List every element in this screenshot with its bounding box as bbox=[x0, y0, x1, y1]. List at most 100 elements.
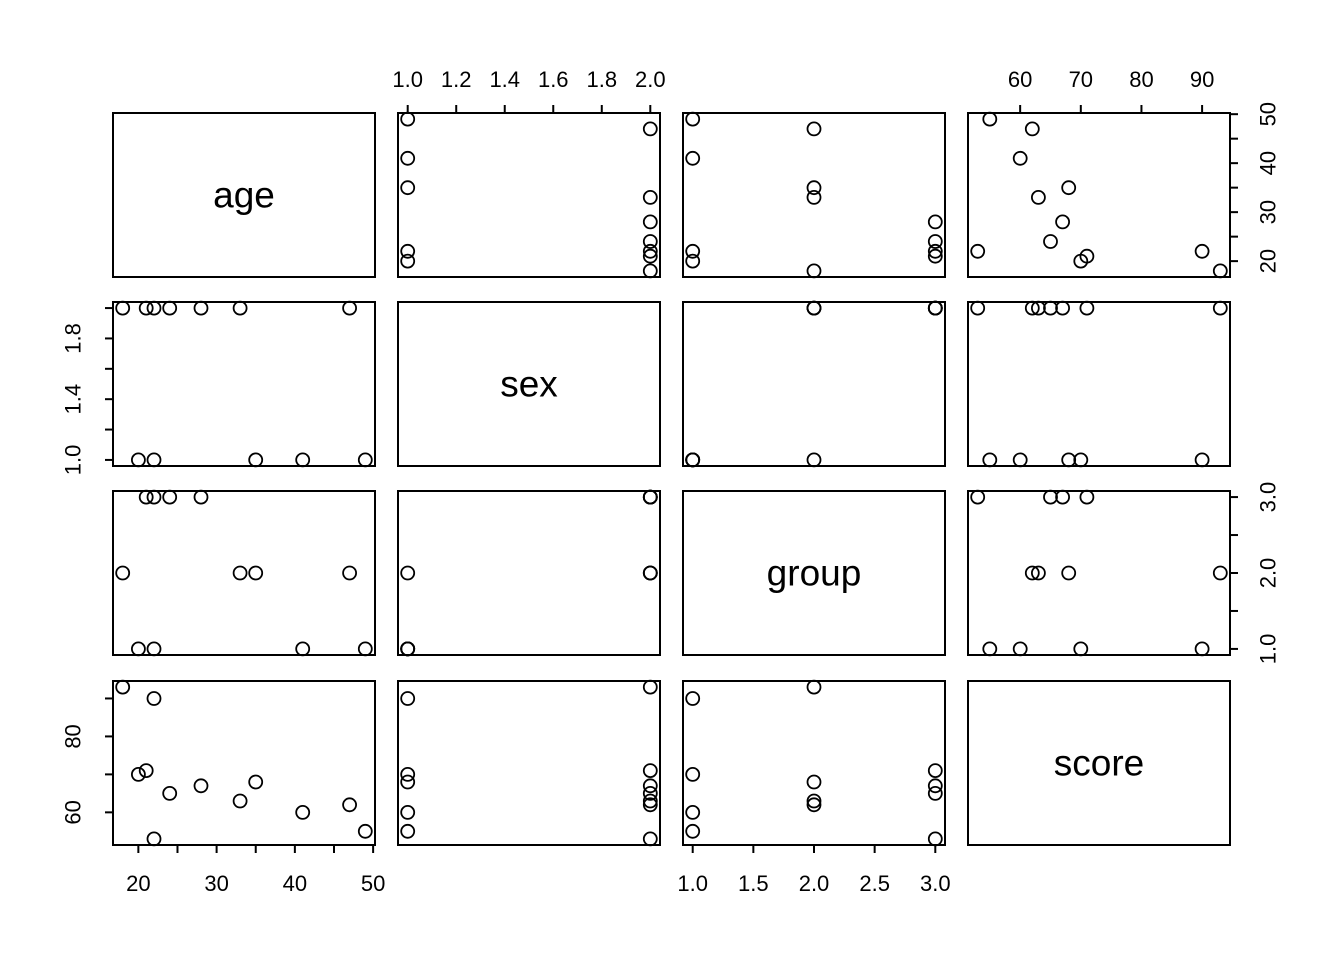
panel-group-vs-score bbox=[967, 489, 1231, 657]
diagonal-label-age: age bbox=[213, 175, 275, 216]
data-point bbox=[295, 805, 311, 820]
panel-score-vs-group bbox=[682, 679, 946, 847]
data-point bbox=[685, 243, 701, 259]
data-point bbox=[685, 111, 701, 127]
data-point bbox=[146, 691, 162, 706]
data-point bbox=[982, 641, 998, 657]
data-point bbox=[927, 763, 943, 778]
data-point bbox=[1212, 565, 1228, 581]
data-point bbox=[685, 253, 701, 269]
tick-label: 70 bbox=[1069, 67, 1093, 92]
data-point bbox=[138, 763, 154, 778]
data-point bbox=[400, 243, 416, 259]
data-point bbox=[927, 300, 943, 316]
data-point bbox=[642, 679, 658, 695]
data-point bbox=[342, 797, 358, 813]
data-point bbox=[642, 831, 658, 847]
data-point bbox=[130, 641, 146, 657]
bottom-axis-group: 1.0 1.5 2.0 2.5 3.0 bbox=[677, 845, 951, 896]
tick-label: 3.0 bbox=[920, 871, 951, 896]
data-point bbox=[400, 150, 416, 166]
tick-label: 50 bbox=[1256, 102, 1281, 126]
tick-label: 1.4 bbox=[489, 67, 520, 92]
tick-label: 20 bbox=[126, 871, 150, 896]
tick-label: 1.6 bbox=[538, 67, 569, 92]
data-point bbox=[685, 767, 701, 782]
data-point bbox=[400, 823, 416, 839]
tick-label: 90 bbox=[1190, 67, 1214, 92]
data-point bbox=[642, 214, 658, 230]
data-point bbox=[1043, 489, 1058, 505]
panel-border bbox=[682, 301, 946, 467]
data-point bbox=[400, 180, 416, 196]
panel-border bbox=[682, 490, 946, 656]
data-point bbox=[806, 774, 822, 790]
data-point bbox=[1031, 300, 1046, 316]
data-point bbox=[232, 300, 248, 316]
data-point bbox=[927, 831, 943, 847]
data-point bbox=[400, 565, 416, 581]
data-point bbox=[115, 300, 131, 316]
data-point bbox=[162, 300, 178, 316]
data-point bbox=[982, 452, 998, 468]
data-point bbox=[1194, 641, 1210, 657]
data-point bbox=[1079, 300, 1095, 316]
data-point bbox=[400, 805, 416, 820]
tick-label: 20 bbox=[1256, 249, 1281, 273]
top-axis-score: 60 70 80 90 bbox=[1008, 67, 1214, 113]
tick-label: 1.0 bbox=[61, 445, 86, 476]
diag-panel-age: age bbox=[112, 112, 376, 278]
data-point bbox=[1061, 452, 1077, 468]
panel-age-vs-group bbox=[682, 111, 946, 279]
panel-border bbox=[397, 301, 661, 467]
data-point bbox=[342, 565, 358, 581]
data-point bbox=[115, 565, 131, 581]
data-point bbox=[400, 641, 416, 657]
tick-label: 3.0 bbox=[1256, 482, 1281, 513]
data-point bbox=[806, 797, 822, 813]
data-point bbox=[1012, 150, 1028, 166]
diag-panel-sex: sex bbox=[397, 301, 661, 467]
data-point bbox=[248, 452, 264, 468]
data-point bbox=[1212, 263, 1228, 279]
data-point bbox=[970, 489, 986, 505]
data-point bbox=[1073, 452, 1089, 468]
data-point bbox=[642, 565, 658, 581]
data-point bbox=[146, 831, 162, 847]
data-point bbox=[115, 679, 131, 695]
tick-label: 2.0 bbox=[799, 871, 830, 896]
data-point bbox=[1061, 565, 1077, 581]
tick-label: 1.0 bbox=[392, 67, 423, 92]
panel-border bbox=[967, 301, 1231, 467]
tick-label: 30 bbox=[1256, 200, 1281, 224]
panel-score-vs-sex bbox=[397, 679, 661, 847]
data-point bbox=[1043, 300, 1058, 316]
data-point bbox=[295, 641, 311, 657]
tick-label: 2.0 bbox=[635, 67, 666, 92]
data-point bbox=[193, 489, 209, 505]
data-point bbox=[806, 180, 822, 196]
data-point bbox=[342, 300, 358, 316]
data-point bbox=[1194, 243, 1210, 259]
data-point bbox=[232, 793, 248, 809]
panel-border bbox=[967, 680, 1231, 846]
data-point bbox=[130, 767, 146, 782]
data-point bbox=[982, 111, 998, 127]
data-point bbox=[146, 641, 162, 657]
data-point bbox=[642, 234, 658, 249]
tick-label: 2.5 bbox=[859, 871, 890, 896]
panel-border bbox=[112, 490, 376, 656]
data-point bbox=[232, 565, 248, 581]
data-point bbox=[1079, 489, 1095, 505]
top-axis-sex: 1.0 1.2 1.4 1.6 1.8 2.0 bbox=[392, 67, 666, 113]
tick-label: 60 bbox=[61, 800, 86, 824]
data-point bbox=[685, 805, 701, 820]
data-point bbox=[806, 679, 822, 695]
data-point bbox=[138, 489, 154, 505]
data-point bbox=[193, 778, 209, 794]
data-point bbox=[1194, 452, 1210, 468]
diag-panel-group: group bbox=[682, 490, 946, 656]
data-point bbox=[357, 452, 373, 468]
panel-border bbox=[112, 301, 376, 467]
